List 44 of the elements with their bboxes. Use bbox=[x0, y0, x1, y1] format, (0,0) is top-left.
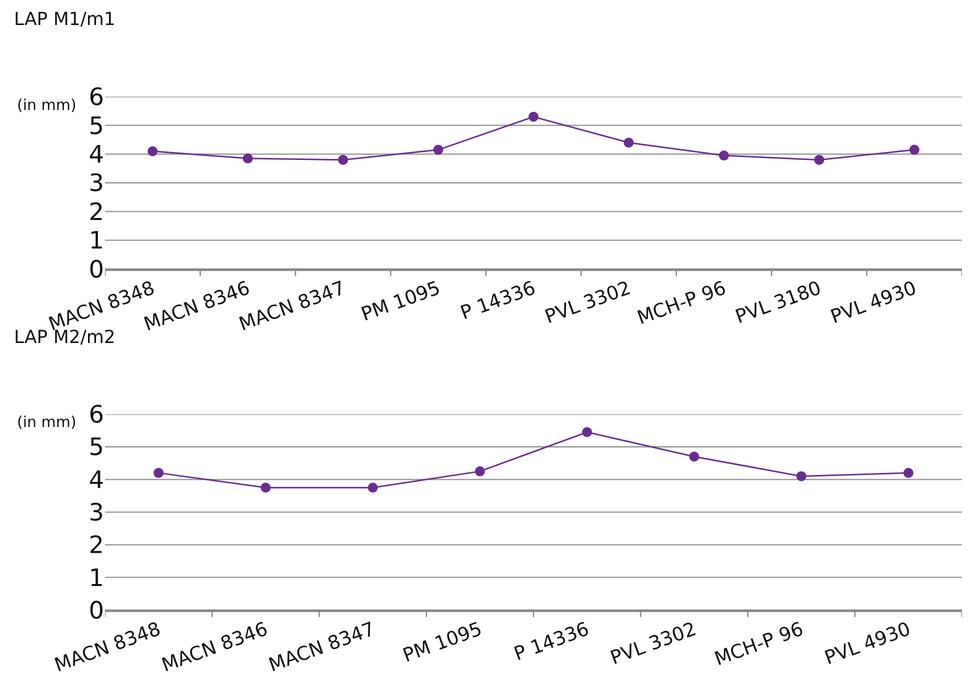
point bbox=[148, 146, 158, 156]
y-axis-title: (in mm) bbox=[17, 96, 76, 114]
point bbox=[814, 154, 824, 165]
chart-title: LAP M1/m1 bbox=[14, 9, 116, 30]
y-tick-label: 2 bbox=[88, 531, 104, 560]
point bbox=[338, 154, 348, 165]
y-tick-label: 4 bbox=[88, 466, 104, 494]
point bbox=[718, 150, 729, 161]
x-tick-label: PVL 4930 bbox=[828, 276, 920, 328]
point bbox=[368, 482, 378, 493]
point bbox=[796, 471, 806, 482]
y-tick-label: 1 bbox=[88, 226, 104, 255]
point bbox=[474, 466, 485, 476]
y-tick-label: 0 bbox=[88, 255, 104, 284]
y-tick-label: 3 bbox=[88, 498, 104, 526]
point bbox=[260, 482, 271, 493]
x-tick-label: PVL 3302 bbox=[542, 276, 634, 328]
y-tick-label: 3 bbox=[88, 169, 104, 198]
y-tick-label: 6 bbox=[88, 83, 104, 112]
point bbox=[624, 138, 634, 148]
x-tick-label: P 14336 bbox=[458, 276, 538, 324]
x-tick-label: PVL 3302 bbox=[608, 618, 700, 670]
x-tick-label: PVL 3180 bbox=[732, 276, 824, 328]
point bbox=[909, 144, 920, 155]
point bbox=[582, 427, 592, 438]
y-tick-label: 4 bbox=[88, 140, 104, 169]
point bbox=[154, 468, 164, 478]
y-tick-label: 5 bbox=[88, 112, 104, 140]
x-tick-label: P 14336 bbox=[511, 618, 592, 666]
y-tick-label: 5 bbox=[88, 433, 104, 462]
x-tick-label: PM 1095 bbox=[400, 618, 485, 667]
point bbox=[433, 144, 444, 155]
x-tick-label: PVL 4930 bbox=[822, 618, 914, 670]
y-tick-label: 1 bbox=[88, 564, 104, 592]
x-tick-label: MACN 8347 bbox=[266, 618, 378, 677]
point bbox=[689, 452, 700, 462]
y-tick-label: 2 bbox=[88, 198, 104, 226]
x-tick-label: PM 1095 bbox=[358, 276, 444, 326]
y-axis-title: (in mm) bbox=[17, 413, 76, 431]
y-tick-label: 6 bbox=[88, 400, 104, 429]
point bbox=[528, 112, 538, 122]
y-tick-label: 0 bbox=[88, 596, 104, 624]
point bbox=[903, 468, 914, 478]
point bbox=[242, 153, 253, 164]
